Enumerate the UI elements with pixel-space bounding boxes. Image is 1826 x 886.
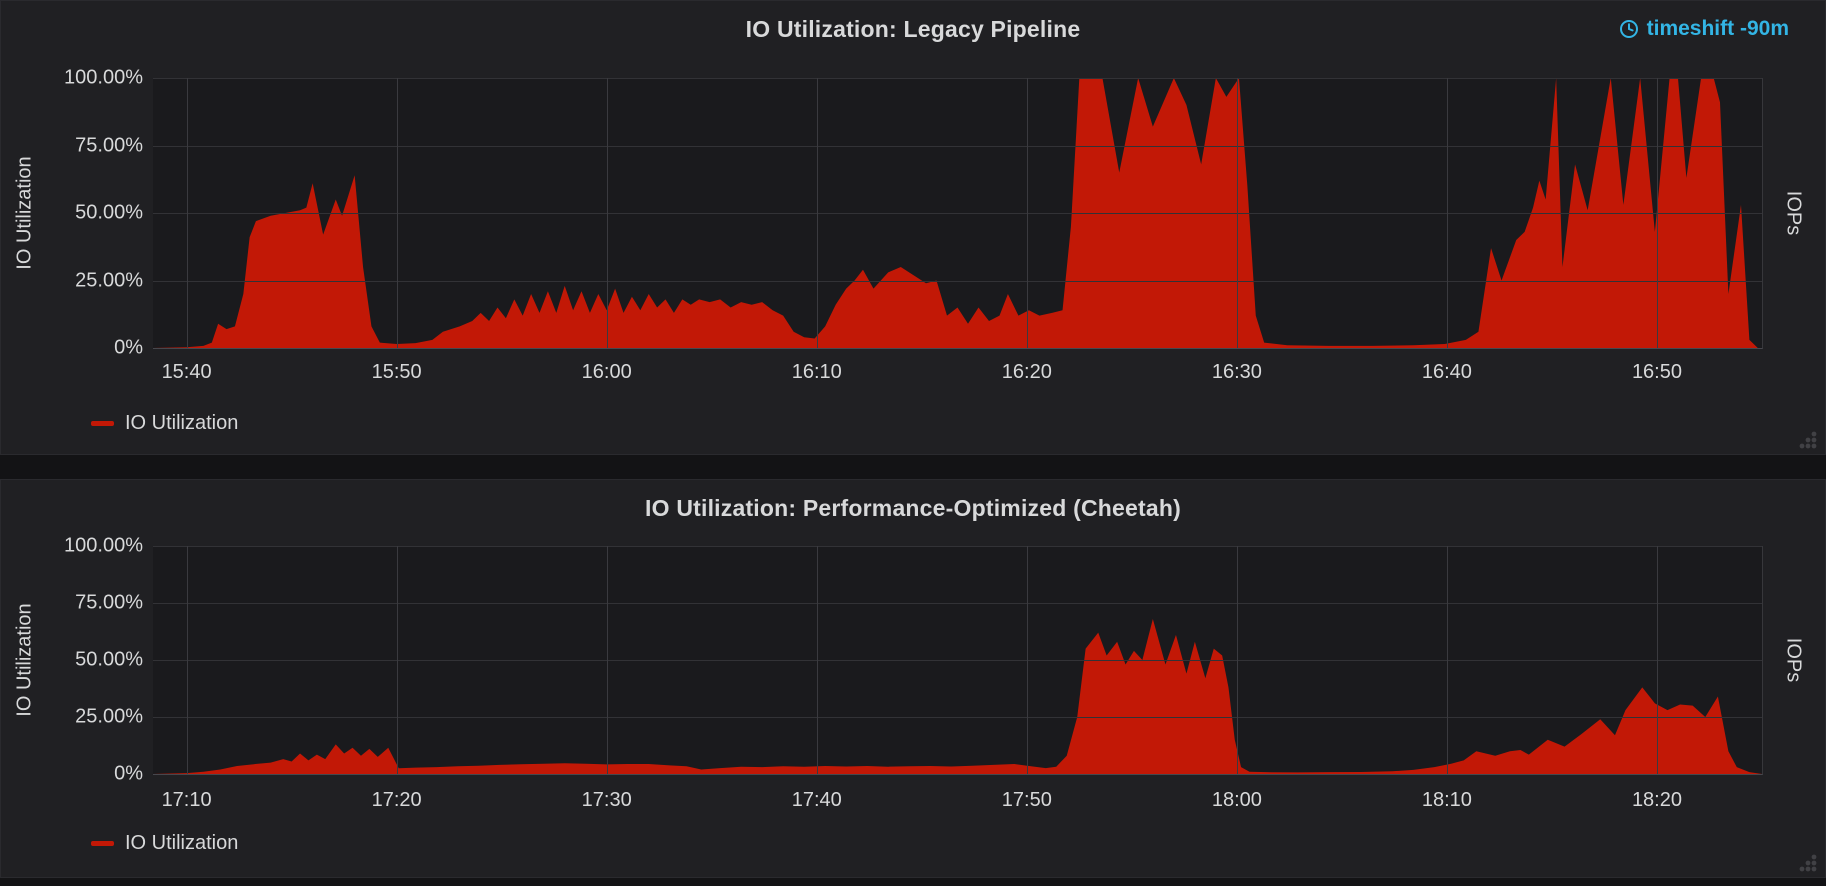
y-axis-ticks: 100.00% 75.00% 50.00% 25.00% 0% <box>11 67 143 359</box>
x-tick-label: 18:20 <box>1631 789 1682 811</box>
x-axis-ticks: 15:40 15:50 16:00 16:10 16:20 16:30 16:40 16:50 <box>153 361 1762 391</box>
y-tick-label: 50.00% <box>75 648 143 671</box>
timeshift-label: timeshift -90m <box>1646 17 1789 40</box>
x-tick-label: 17:50 <box>1001 789 1052 811</box>
legend-item-io-utilization[interactable]: IO Utilization <box>91 832 238 855</box>
x-tick-label: 16:30 <box>1211 361 1262 383</box>
x-tick-label: 15:50 <box>371 361 422 383</box>
h-gridline <box>153 660 1762 661</box>
v-gridline <box>1656 78 1658 348</box>
v-gridline <box>1446 546 1448 774</box>
y-axis-ticks: 100.00% 75.00% 50.00% 25.00% 0% <box>11 535 143 785</box>
legend-swatch <box>91 841 114 846</box>
panel-cheetah: IO Utilization: Performance-Optimized (C… <box>0 479 1826 878</box>
v-gridline <box>606 546 608 774</box>
h-gridline <box>153 603 1762 604</box>
y-tick-label: 0% <box>114 762 143 785</box>
v-gridline <box>396 78 398 348</box>
right-axis-label: IOPs <box>1782 190 1805 236</box>
y-tick-label: 0% <box>114 336 143 359</box>
x-tick-label: 16:00 <box>581 361 632 383</box>
h-gridline <box>153 78 1762 79</box>
v-gridline <box>1656 546 1658 774</box>
y-tick-label: 100.00% <box>64 66 143 89</box>
x-tick-label: 16:40 <box>1421 361 1472 383</box>
io-utilization-area <box>153 618 1762 774</box>
v-gridline <box>1026 78 1028 348</box>
plot-area[interactable] <box>153 546 1763 775</box>
series-area <box>153 618 1762 774</box>
plot-area[interactable] <box>153 78 1763 349</box>
v-gridline <box>186 546 188 774</box>
y-tick-label: 25.00% <box>75 705 143 728</box>
h-gridline <box>153 717 1762 718</box>
legend-label: IO Utilization <box>125 832 239 854</box>
y-tick-label: 75.00% <box>75 591 143 614</box>
panel-legacy-pipeline: IO Utilization: Legacy Pipeline timeshif… <box>0 0 1826 455</box>
panel-title[interactable]: IO Utilization: Performance-Optimized (C… <box>645 495 1181 521</box>
v-gridline <box>1446 78 1448 348</box>
x-tick-label: 17:30 <box>581 789 632 811</box>
v-gridline <box>1236 78 1238 348</box>
clock-icon <box>1619 20 1638 38</box>
timeshift-badge: timeshift -90m <box>1619 17 1789 41</box>
x-tick-label: 17:20 <box>371 789 422 811</box>
x-tick-label: 18:00 <box>1211 789 1262 811</box>
legend-item-io-utilization[interactable]: IO Utilization <box>91 412 238 435</box>
x-tick-label: 16:10 <box>791 361 842 383</box>
resize-handle-icon[interactable] <box>1796 851 1818 873</box>
x-tick-label: 15:40 <box>161 361 212 383</box>
v-gridline <box>186 78 188 348</box>
x-tick-label: 17:10 <box>161 789 212 811</box>
y-tick-label: 75.00% <box>75 134 143 156</box>
series-area <box>153 78 1758 348</box>
h-gridline <box>153 280 1762 282</box>
v-gridline <box>396 546 398 774</box>
resize-handle-icon[interactable] <box>1796 428 1818 450</box>
x-tick-label: 16:50 <box>1631 361 1682 383</box>
h-gridline <box>153 213 1762 214</box>
right-axis-label: IOPs <box>1782 637 1805 683</box>
legend-swatch <box>91 421 114 426</box>
y-tick-label: 25.00% <box>75 269 143 291</box>
x-tick-label: 16:20 <box>1001 361 1052 383</box>
legend-label: IO Utilization <box>125 412 239 434</box>
x-tick-label: 17:40 <box>791 789 842 811</box>
h-gridline <box>153 546 1762 547</box>
y-tick-label: 50.00% <box>75 201 143 224</box>
panel-title[interactable]: IO Utilization: Legacy Pipeline <box>745 16 1081 42</box>
v-gridline <box>606 78 608 348</box>
h-gridline <box>153 145 1762 147</box>
y-tick-label: 100.00% <box>64 534 143 557</box>
io-utilization-area <box>153 78 1758 348</box>
x-axis-ticks: 17:10 17:20 17:30 17:40 17:50 18:00 18:10 18:20 <box>153 789 1762 819</box>
x-tick-label: 18:10 <box>1421 789 1472 811</box>
v-gridline <box>1236 546 1238 774</box>
v-gridline <box>816 546 818 774</box>
v-gridline <box>816 78 818 348</box>
v-gridline <box>1026 546 1028 774</box>
